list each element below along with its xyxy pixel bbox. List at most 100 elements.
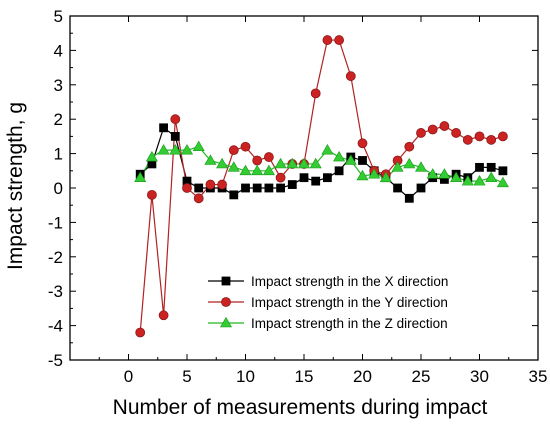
y-tick-label: 3 [54,76,63,95]
y-tick-label: -1 [48,213,63,232]
data-point-z [169,144,182,155]
x-tick-label: 10 [236,367,255,386]
data-point-z [239,164,252,176]
data-point-x [276,183,286,193]
x-tick-label: 5 [182,367,191,386]
data-point-y [263,152,274,162]
x-tick-label: 35 [529,367,548,386]
data-point-x [311,176,321,186]
data-point-y [404,141,415,152]
data-point-z [204,154,217,165]
data-point-x [498,166,508,176]
y-tick-label: 5 [54,7,63,26]
data-point-z [450,171,463,182]
data-point-y [205,179,216,190]
data-point-y [345,71,356,82]
data-point-z [134,171,147,182]
data-point-y [158,310,169,321]
y-tick-label: -5 [48,351,63,370]
data-point-z [262,164,275,176]
data-point-y [427,124,438,135]
y-tick-label: -2 [48,248,63,267]
data-point-x [170,131,180,141]
data-point-z [414,161,428,172]
data-point-x [229,190,239,200]
data-point-x [404,193,414,203]
data-point-y [275,172,286,183]
data-point-z [426,168,439,179]
data-point-x [241,183,250,193]
data-point-x [194,183,204,193]
data-point-z [321,144,334,155]
legend-label-x: Impact strength in the X direction [251,274,448,289]
data-point-z [180,144,194,155]
data-point-y [474,131,485,142]
data-point-z [274,157,287,169]
data-point-z [368,168,381,179]
data-point-x [159,123,169,133]
data-point-y [240,141,251,152]
x-tick-label: 15 [295,367,314,386]
data-point-z [297,157,311,169]
y-tick-label: -3 [48,282,63,301]
data-point-y [497,131,508,142]
y-tick-label: -4 [48,317,63,336]
y-tick-label: 4 [54,41,63,60]
data-point-x [287,180,297,189]
data-point-z [356,169,369,181]
data-point-x [334,166,344,176]
data-point-y [486,134,497,145]
legend: Impact strength in the X direction Impact… [208,274,448,331]
y-tick-label: 1 [54,145,63,164]
data-point-z [145,150,158,162]
data-point-x [393,183,403,193]
data-point-x [322,173,332,183]
data-point-z [251,164,264,176]
x-tick-label: 0 [124,367,133,386]
data-point-x [475,162,484,172]
data-point-z [473,175,486,186]
x-axis-title: Number of measurements during impact [113,396,488,419]
legend-label-z: Impact strength in the Z direction [251,316,448,331]
plot-layer: 0 5 10 15 20 25 30 35 -5 -4 -3 -2 -1 0 1 2 3 4 5 [48,7,548,386]
data-point-z [496,176,509,188]
y-tick-label: 2 [54,110,63,129]
data-point-z [461,175,474,186]
data-point-y [252,155,263,166]
data-point-y [310,88,321,99]
data-point-z [216,157,229,169]
legend-marker-z [219,316,233,328]
data-point-x [252,183,262,193]
data-point-z [403,157,416,169]
data-point-z [391,161,404,172]
data-point-y [439,121,450,131]
data-point-z [157,144,170,155]
data-point-z [333,150,346,162]
x-tick-label: 30 [470,367,489,386]
legend-marker-x [221,276,231,286]
data-point-z [344,154,357,165]
data-point-x [358,156,367,165]
data-point-z [485,171,498,182]
y-axis-title: Impact strength, g [4,102,27,270]
data-point-y [416,128,426,138]
data-point-x [264,183,274,193]
data-point-y [228,145,239,156]
data-point-z [286,157,299,169]
data-point-y [170,114,181,125]
data-point-x [299,173,309,183]
data-point-z [309,157,322,169]
data-point-z [438,168,451,179]
data-point-z [192,140,205,152]
data-point-y [334,35,345,45]
data-point-y [193,193,204,204]
x-tick-label: 25 [412,367,431,386]
data-point-z [379,171,392,182]
data-point-x [416,183,426,193]
data-point-z [227,161,240,172]
data-point-y [357,138,368,149]
data-point-x [486,162,496,172]
data-point-y [135,327,146,338]
